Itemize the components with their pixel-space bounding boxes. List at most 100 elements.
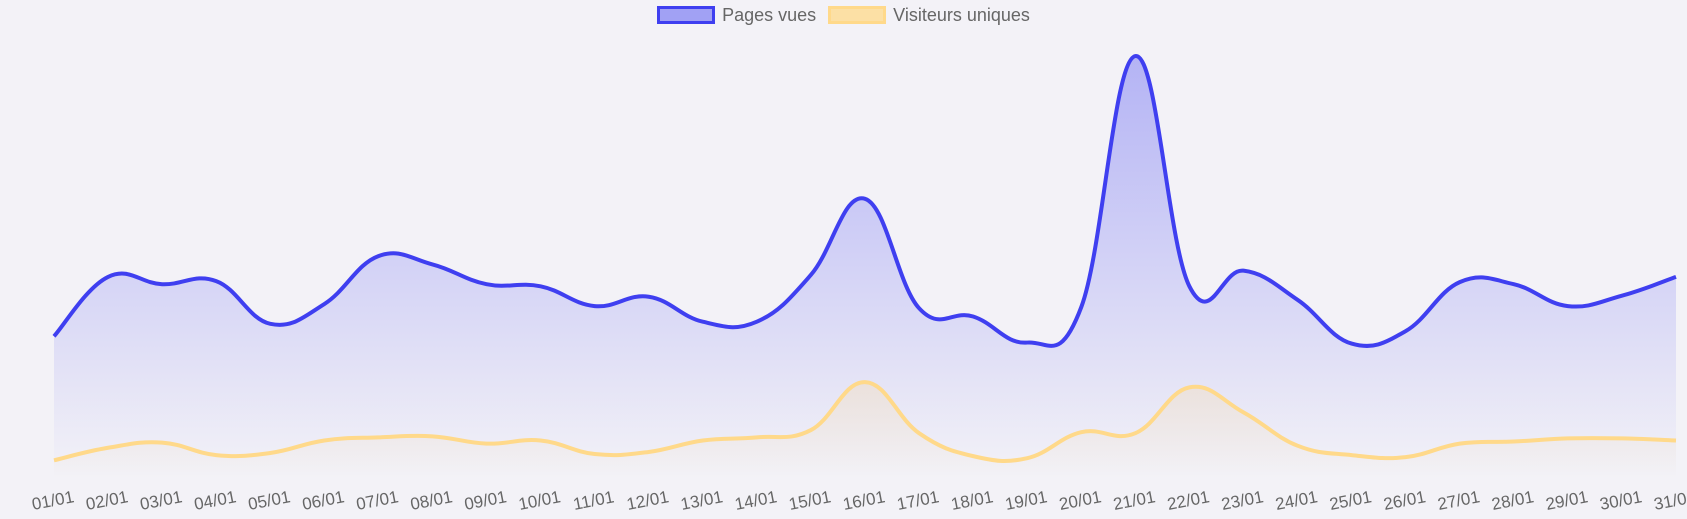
data-point-pages-vues-01-01[interactable] xyxy=(48,330,60,342)
data-point-visiteurs-uniques-08-01[interactable] xyxy=(426,430,438,442)
data-point-visiteurs-uniques-03-01[interactable] xyxy=(156,437,168,449)
data-point-pages-vues-10-01[interactable] xyxy=(535,280,547,292)
data-point-pages-vues-17-01[interactable] xyxy=(913,302,925,314)
data-point-pages-vues-20-01[interactable] xyxy=(1075,301,1087,313)
data-point-pages-vues-29-01[interactable] xyxy=(1562,300,1574,312)
data-point-pages-vues-25-01[interactable] xyxy=(1346,338,1358,350)
data-point-visiteurs-uniques-29-01[interactable] xyxy=(1562,432,1574,444)
data-point-visiteurs-uniques-26-01[interactable] xyxy=(1400,451,1412,463)
data-point-pages-vues-27-01[interactable] xyxy=(1454,276,1466,288)
data-point-pages-vues-23-01[interactable] xyxy=(1237,265,1249,277)
x-tick-label: 19/01 xyxy=(1003,487,1048,514)
data-point-pages-vues-31-01[interactable] xyxy=(1670,271,1682,283)
x-tick-label: 31/01 xyxy=(1652,487,1687,514)
data-point-visiteurs-uniques-23-01[interactable] xyxy=(1237,406,1249,418)
data-point-visiteurs-uniques-28-01[interactable] xyxy=(1508,436,1520,448)
data-point-visiteurs-uniques-02-01[interactable] xyxy=(102,442,114,454)
data-point-pages-vues-24-01[interactable] xyxy=(1292,294,1304,306)
data-point-pages-vues-15-01[interactable] xyxy=(805,269,817,281)
data-point-visiteurs-uniques-06-01[interactable] xyxy=(318,434,330,446)
data-point-pages-vues-30-01[interactable] xyxy=(1616,290,1628,302)
data-point-visiteurs-uniques-13-01[interactable] xyxy=(697,434,709,446)
data-point-visiteurs-uniques-25-01[interactable] xyxy=(1346,449,1358,461)
data-point-visiteurs-uniques-15-01[interactable] xyxy=(805,424,817,436)
series-layer xyxy=(48,50,1682,478)
x-tick-label: 17/01 xyxy=(895,487,940,514)
data-point-visiteurs-uniques-30-01[interactable] xyxy=(1616,432,1628,444)
data-point-pages-vues-08-01[interactable] xyxy=(426,258,438,270)
data-point-visiteurs-uniques-05-01[interactable] xyxy=(264,447,276,459)
data-point-visiteurs-uniques-18-01[interactable] xyxy=(967,450,979,462)
data-point-visiteurs-uniques-12-01[interactable] xyxy=(643,446,655,458)
data-point-visiteurs-uniques-11-01[interactable] xyxy=(589,448,601,460)
data-point-visiteurs-uniques-01-01[interactable] xyxy=(48,454,60,466)
data-point-pages-vues-19-01[interactable] xyxy=(1021,337,1033,349)
data-point-pages-vues-13-01[interactable] xyxy=(697,316,709,328)
data-point-visiteurs-uniques-21-01[interactable] xyxy=(1129,427,1141,439)
x-tick-label: 05/01 xyxy=(247,487,292,514)
data-point-visiteurs-uniques-17-01[interactable] xyxy=(913,427,925,439)
x-tick-label: 30/01 xyxy=(1598,487,1643,514)
data-point-visiteurs-uniques-24-01[interactable] xyxy=(1292,440,1304,452)
legend: Pages vues Visiteurs uniques xyxy=(0,0,1687,30)
series-area-visiteurs-uniques xyxy=(54,382,1676,478)
x-tick-label: 09/01 xyxy=(463,487,508,514)
data-point-pages-vues-18-01[interactable] xyxy=(967,311,979,323)
x-tick-label: 12/01 xyxy=(625,487,670,514)
data-point-pages-vues-26-01[interactable] xyxy=(1400,325,1412,337)
x-tick-label: 29/01 xyxy=(1544,487,1589,514)
x-tick-label: 11/01 xyxy=(572,487,616,514)
data-point-pages-vues-06-01[interactable] xyxy=(318,298,330,310)
data-point-visiteurs-uniques-22-01[interactable] xyxy=(1183,381,1195,393)
x-tick-label: 25/01 xyxy=(1328,487,1373,514)
data-point-pages-vues-12-01[interactable] xyxy=(643,291,655,303)
legend-item-pages-vues[interactable]: Pages vues xyxy=(657,5,816,26)
data-point-visiteurs-uniques-19-01[interactable] xyxy=(1021,452,1033,464)
data-point-pages-vues-28-01[interactable] xyxy=(1508,278,1520,290)
x-tick-label: 23/01 xyxy=(1220,487,1265,514)
data-point-pages-vues-05-01[interactable] xyxy=(264,318,276,330)
x-tick-label: 18/01 xyxy=(949,487,994,514)
data-point-visiteurs-uniques-07-01[interactable] xyxy=(372,431,384,443)
data-point-pages-vues-14-01[interactable] xyxy=(751,316,763,328)
x-tick-label: 07/01 xyxy=(355,487,400,514)
series-line-visiteurs-uniques[interactable] xyxy=(53,380,1677,463)
data-point-pages-vues-16-01[interactable] xyxy=(859,193,871,205)
x-tick-label: 10/01 xyxy=(517,487,562,514)
data-point-visiteurs-uniques-10-01[interactable] xyxy=(535,434,547,446)
series-line-pages-vues[interactable] xyxy=(52,54,1677,349)
data-point-visiteurs-uniques-20-01[interactable] xyxy=(1075,426,1087,438)
data-point-pages-vues-11-01[interactable] xyxy=(589,300,601,312)
data-point-pages-vues-02-01[interactable] xyxy=(102,271,114,283)
x-tick-label: 28/01 xyxy=(1490,487,1535,514)
x-axis: 01/01 02/01 03/01 04/01 05/01 06/01 07/01 08/01… xyxy=(30,487,1687,514)
x-tick-label: 26/01 xyxy=(1382,487,1427,514)
x-tick-label: 01/01 xyxy=(30,487,75,514)
data-point-pages-vues-07-01[interactable] xyxy=(372,250,384,262)
x-tick-label: 06/01 xyxy=(301,487,346,514)
legend-item-visiteurs-uniques[interactable]: Visiteurs uniques xyxy=(828,5,1030,26)
x-tick-label: 02/01 xyxy=(84,487,129,514)
legend-swatch-visiteurs-uniques xyxy=(828,6,887,24)
series-area-pages-vues xyxy=(54,55,1676,478)
data-point-visiteurs-uniques-31-01[interactable] xyxy=(1670,434,1682,446)
data-point-pages-vues-03-01[interactable] xyxy=(156,278,168,290)
data-point-pages-vues-21-01[interactable] xyxy=(1129,50,1141,62)
x-tick-label: 08/01 xyxy=(409,487,454,514)
legend-swatch-pages-vues xyxy=(657,6,716,24)
data-point-visiteurs-uniques-16-01[interactable] xyxy=(859,376,871,388)
data-point-pages-vues-22-01[interactable] xyxy=(1183,280,1195,292)
data-point-pages-vues-04-01[interactable] xyxy=(210,275,222,287)
data-point-visiteurs-uniques-27-01[interactable] xyxy=(1454,438,1466,450)
data-point-visiteurs-uniques-14-01[interactable] xyxy=(751,431,763,443)
data-point-visiteurs-uniques-09-01[interactable] xyxy=(481,438,493,450)
legend-label-visiteurs-uniques: Visiteurs uniques xyxy=(893,4,1030,25)
data-point-visiteurs-uniques-04-01[interactable] xyxy=(210,449,222,461)
x-tick-label: 21/01 xyxy=(1112,487,1157,514)
x-tick-label: 22/01 xyxy=(1166,487,1211,514)
x-tick-label: 04/01 xyxy=(192,487,237,514)
data-point-pages-vues-09-01[interactable] xyxy=(481,278,493,290)
x-tick-label: 27/01 xyxy=(1436,487,1481,514)
